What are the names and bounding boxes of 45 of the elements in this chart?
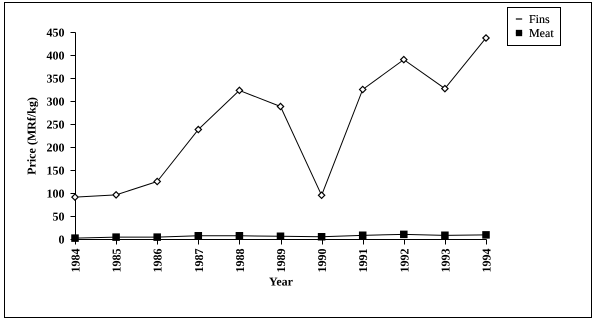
x-tick-label: 1984 xyxy=(68,248,82,272)
point xyxy=(358,232,366,240)
y-tick-label: 0 xyxy=(58,232,64,246)
point xyxy=(441,84,449,92)
x-tick-label: 1991 xyxy=(356,248,370,272)
legend-label: Fins xyxy=(529,12,550,26)
point xyxy=(71,193,79,201)
y-tick-label: 50 xyxy=(52,210,64,224)
point xyxy=(194,126,202,134)
x-tick-label: 1987 xyxy=(192,248,206,272)
point xyxy=(112,233,120,241)
y-tick-label: 250 xyxy=(46,118,64,132)
point xyxy=(441,232,449,240)
x-tick-label: 1990 xyxy=(315,248,330,272)
point xyxy=(236,86,244,94)
x-tick-label: 1986 xyxy=(150,248,165,272)
y-axis-title: Price (MRf/kg) xyxy=(24,97,38,175)
point xyxy=(112,191,120,199)
point xyxy=(318,192,326,200)
y-tick-label: 400 xyxy=(46,48,64,62)
point xyxy=(194,232,202,240)
point xyxy=(400,230,408,238)
x-tick-label: 1992 xyxy=(397,248,412,272)
y-tick-label: 300 xyxy=(46,94,64,108)
point xyxy=(482,34,490,42)
x-tick-label: 1989 xyxy=(274,248,288,272)
point xyxy=(153,178,161,186)
point xyxy=(276,102,284,110)
point xyxy=(358,86,366,94)
y-tick-label: 450 xyxy=(46,26,64,40)
y-tick-label: 150 xyxy=(46,164,64,178)
x-tick-label: 1985 xyxy=(110,248,124,272)
x-axis-title: Year xyxy=(269,274,294,288)
point xyxy=(482,231,490,239)
legend-label: Meat xyxy=(529,26,554,40)
x-tick-label: 1994 xyxy=(480,248,494,272)
x-tick-label: 1993 xyxy=(438,248,452,272)
y-tick-label: 350 xyxy=(46,72,64,86)
point xyxy=(318,232,326,240)
point xyxy=(400,56,408,64)
y-tick-label: 200 xyxy=(46,140,64,154)
y-tick-label: 100 xyxy=(46,186,64,200)
point xyxy=(153,233,161,241)
point xyxy=(236,232,244,240)
x-tick-label: 1988 xyxy=(232,248,247,272)
